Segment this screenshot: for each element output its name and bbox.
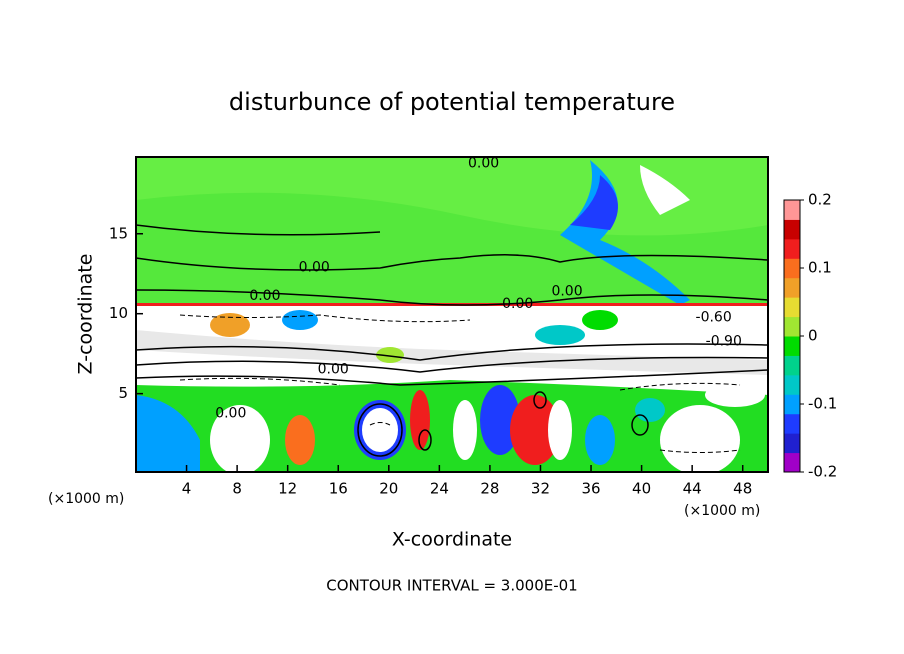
colorbar-swatch bbox=[784, 355, 800, 376]
colorbar-swatch bbox=[784, 200, 800, 220]
footnote: CONTOUR INTERVAL = 3.000E-01 bbox=[326, 577, 577, 595]
colorbar-swatch bbox=[784, 238, 800, 259]
colorbar-tick-label: -0.2 bbox=[808, 463, 837, 481]
chart-title: disturbunce of potential temperature bbox=[229, 88, 675, 116]
contour-label: 0.00 bbox=[468, 155, 499, 171]
colorbar-swatch bbox=[784, 433, 800, 454]
contour-label: 0.00 bbox=[215, 406, 246, 422]
x-tick-label: 24 bbox=[430, 480, 449, 498]
x-tick-label: 40 bbox=[632, 480, 651, 498]
x-tick-label: 28 bbox=[480, 480, 499, 498]
contour-label: 0.00 bbox=[299, 259, 330, 275]
x-unit-left: (×1000 m) bbox=[48, 491, 124, 507]
x-tick-label: 48 bbox=[733, 480, 752, 498]
colorbar-swatch bbox=[784, 277, 800, 298]
plot-frame bbox=[135, 156, 769, 473]
x-tick-label: 16 bbox=[329, 480, 348, 498]
x-tick-label: 36 bbox=[581, 480, 600, 498]
colorbar-tick-label: -0.1 bbox=[808, 395, 837, 413]
contour-label: 0.00 bbox=[249, 288, 280, 304]
y-tick-label: 5 bbox=[118, 384, 128, 402]
x-tick-label: 20 bbox=[379, 480, 398, 498]
x-tick-label: 4 bbox=[182, 480, 192, 498]
y-tick-label: 15 bbox=[109, 224, 128, 242]
contour-label: -0.90 bbox=[706, 334, 742, 350]
colorbar-swatch bbox=[784, 258, 800, 279]
colorbar-swatch bbox=[784, 297, 800, 318]
colorbar-swatch bbox=[784, 316, 800, 337]
x-unit-right: (×1000 m) bbox=[684, 503, 760, 519]
contour-label: 0.00 bbox=[551, 283, 582, 299]
colorbar-swatch bbox=[784, 394, 800, 415]
colorbar-tick-label: 0 bbox=[808, 327, 818, 345]
contour-label: 0.00 bbox=[318, 362, 349, 378]
colorbar-swatch bbox=[784, 413, 800, 434]
x-tick-label: 44 bbox=[683, 480, 702, 498]
contour-label: 0.00 bbox=[502, 296, 533, 312]
colorbar-swatch bbox=[784, 219, 800, 240]
colorbar-swatch bbox=[784, 374, 800, 395]
x-tick-label: 12 bbox=[278, 480, 297, 498]
colorbar-swatch bbox=[784, 336, 800, 356]
x-tick-label: 8 bbox=[232, 480, 242, 498]
y-tick-label: 10 bbox=[109, 304, 128, 322]
x-tick-label: 32 bbox=[531, 480, 550, 498]
y-axis-label: Z-coordinate bbox=[75, 254, 97, 375]
field bbox=[136, 157, 768, 472]
colorbar-swatch bbox=[784, 452, 800, 473]
colorbar-tick-label: 0.2 bbox=[808, 191, 832, 209]
contour-label: -0.60 bbox=[696, 310, 732, 326]
colorbar-tick-label: 0.1 bbox=[808, 259, 832, 277]
x-axis-label: X-coordinate bbox=[392, 529, 512, 551]
